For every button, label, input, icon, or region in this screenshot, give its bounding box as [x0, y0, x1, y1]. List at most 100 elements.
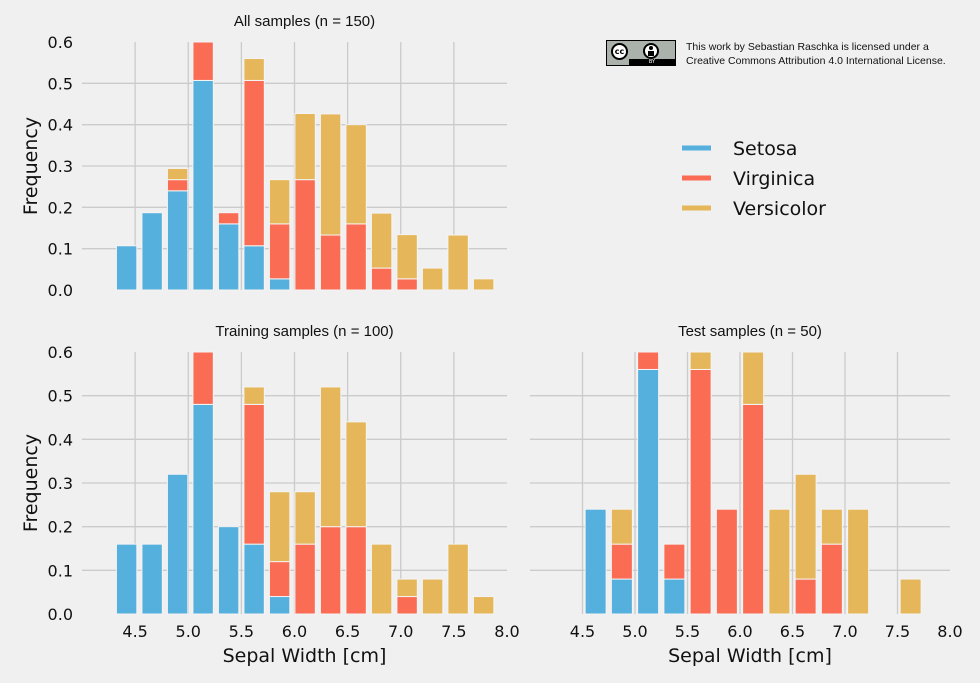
bar-virginica [689, 368, 712, 615]
bar-virginica [243, 79, 265, 247]
chart-title: Training samples (n = 100) [215, 323, 393, 340]
x-tick-label: 6.5 [780, 622, 805, 641]
x-tick-label: 5.0 [622, 622, 647, 641]
bar-virginica [610, 543, 633, 580]
bar-setosa [141, 543, 163, 615]
bar-versicolor [610, 508, 633, 545]
bar-setosa [637, 368, 660, 615]
bar-versicolor [421, 267, 444, 291]
bar-virginica [396, 278, 418, 291]
bar-versicolor [294, 113, 316, 181]
x-axis-label: Sepal Width [cm] [668, 645, 832, 667]
bar-virginica [243, 403, 265, 545]
bar-versicolor [396, 578, 418, 598]
bar-setosa [115, 245, 138, 291]
legend-label-versicolor: Versicolor [733, 198, 826, 220]
bar-setosa [166, 190, 189, 291]
bar-versicolor [447, 543, 469, 615]
bar-versicolor [742, 351, 765, 405]
bar-virginica [742, 403, 765, 615]
y-tick-label: 0.0 [48, 605, 73, 624]
bar-versicolor [472, 596, 495, 615]
bar-versicolor [268, 179, 291, 225]
y-tick-label: 0.2 [48, 198, 73, 217]
bar-virginica [192, 41, 214, 81]
legend: Setosa Virginica Versicolor [682, 138, 826, 220]
bar-versicolor [847, 508, 870, 615]
bar-virginica [294, 179, 316, 291]
chart-all-samples: All samples (n = 150) 0.0 0.1 0.2 0.3 0.4 0.5 0… [20, 13, 507, 300]
y-tick-label: 0.5 [48, 387, 73, 406]
cc-icon: cc [611, 43, 628, 60]
bar-setosa [268, 278, 291, 291]
bar-setosa [166, 473, 189, 615]
x-tick-label: 6.0 [727, 622, 752, 641]
bar-virginica [794, 578, 817, 615]
x-tick-label: 6.5 [335, 622, 360, 641]
bar-versicolor [768, 508, 791, 615]
bar-virginica [166, 179, 189, 192]
y-axis-label: Frequency [20, 117, 42, 215]
license-text: This work by Sebastian Raschka is licens… [686, 40, 946, 68]
bar-versicolor [370, 543, 393, 615]
bar-versicolor [319, 113, 342, 236]
bar-versicolor [166, 167, 189, 181]
license-line-2[interactable]: Creative Commons Attribution 4.0 Interna… [686, 55, 946, 67]
bar-setosa [115, 543, 138, 615]
bar-virginica [637, 351, 660, 370]
bar-virginica [294, 543, 316, 615]
bar-virginica [345, 223, 367, 291]
y-tick-label: 0.3 [48, 157, 73, 176]
x-tick-label: 8.0 [494, 622, 519, 641]
y-tick-label: 0.0 [48, 281, 73, 300]
x-tick-label: 8.0 [937, 622, 962, 641]
bar-versicolor [472, 278, 495, 291]
bar-virginica [217, 212, 240, 225]
license-notice: cc BY This work by Sebastian Raschka is … [606, 40, 946, 68]
chart-title: Test samples (n = 50) [678, 323, 822, 340]
bar-virginica [268, 223, 291, 280]
y-tick-label: 0.1 [48, 561, 73, 580]
y-tick-label: 0.1 [48, 240, 73, 259]
bar-setosa [663, 578, 686, 615]
bar-virginica [820, 543, 843, 615]
bar-versicolor [421, 578, 444, 615]
y-tick-label: 0.6 [48, 343, 73, 362]
legend-label-virginica: Virginica [733, 168, 815, 190]
x-axis-label: Sepal Width [cm] [223, 645, 387, 667]
bar-setosa [243, 245, 265, 291]
chart-test-samples: Test samples (n = 50) 4.5 5.0 5.5 6.0 6.5 7.0 7… [530, 323, 963, 667]
cc-by-badge[interactable]: cc BY [606, 40, 676, 66]
bar-versicolor [396, 234, 418, 280]
x-tick-label: 7.5 [885, 622, 910, 641]
y-tick-label: 0.5 [48, 74, 73, 93]
y-axis-label: Frequency [20, 434, 42, 532]
attribution-person-icon [643, 43, 659, 59]
x-tick-label: 5.0 [176, 622, 201, 641]
y-tick-label: 0.4 [48, 116, 73, 135]
bar-virginica [345, 526, 367, 615]
bar-setosa [192, 79, 214, 291]
bar-versicolor [689, 351, 712, 370]
y-tick-label: 0.6 [48, 33, 73, 52]
chart-title: All samples (n = 150) [234, 13, 375, 30]
bar-versicolor [447, 234, 469, 291]
bar-versicolor [345, 421, 367, 528]
y-tick-label: 0.2 [48, 518, 73, 537]
bar-setosa [610, 578, 633, 615]
x-tick-label: 7.5 [441, 622, 466, 641]
x-tick-label: 7.0 [388, 622, 413, 641]
legend-label-setosa: Setosa [733, 138, 797, 160]
bar-virginica [715, 508, 738, 615]
bar-versicolor [319, 386, 342, 528]
bar-versicolor [243, 386, 265, 405]
bar-versicolor [268, 491, 291, 563]
bar-virginica [192, 351, 214, 405]
bar-virginica [268, 561, 291, 598]
x-tick-label: 5.5 [675, 622, 700, 641]
bar-versicolor [899, 578, 922, 615]
license-line-1: This work by Sebastian Raschka is licens… [686, 41, 929, 53]
bar-setosa [141, 212, 163, 291]
y-tick-label: 0.4 [48, 430, 73, 449]
bar-setosa [584, 508, 607, 615]
